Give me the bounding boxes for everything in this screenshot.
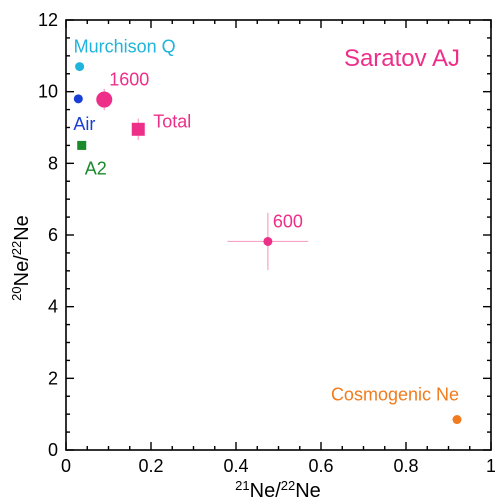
x-tick-label: 0 [61,456,71,476]
x-tick-label: 0.4 [223,456,248,476]
point-label-murchison-q: Murchison Q [74,37,176,57]
data-markers [73,62,462,425]
y-tick-label: 6 [48,225,58,245]
point-label-600: 600 [273,211,303,231]
point-label-air: Air [73,114,95,134]
y-tick-label: 12 [38,10,58,30]
y-label-sup2: 22 [9,241,24,255]
x-axis-ticks: 0 0.2 0.4 0.6 0.8 1 [61,20,495,476]
point-label-a2: A2 [85,158,107,178]
y-tick-label: 2 [48,368,58,388]
marker-total [131,122,145,136]
marker-a2 [77,140,87,150]
x-tick-label: 1 [486,456,495,476]
chart-title: Saratov AJ [344,45,460,72]
x-tick-label: 0.8 [393,456,418,476]
error-bars [99,88,309,271]
y-label-sup1: 20 [9,286,24,300]
y-tick-label: 10 [38,82,58,102]
y-tick-label: 4 [48,297,58,317]
x-label-sup1: 21 [235,478,249,493]
x-tick-label: 0.2 [138,456,163,476]
y-axis-label: 20Ne/22Ne [9,215,34,301]
marker-1600 [96,91,113,108]
marker-air [73,94,83,104]
point-label-total: Total [153,111,191,131]
marker-murchison-q [75,62,85,72]
marker-cosmogenic-ne [452,415,462,425]
y-tick-label: 8 [48,153,58,173]
x-axis-label: 21Ne/22Ne [235,478,321,501]
y-label-base1: Ne/ [11,255,33,287]
x-label-sup2: 22 [281,478,295,493]
x-label-base2: Ne [295,480,321,501]
x-tick-label: 0.6 [308,456,333,476]
y-label-base2: Ne [11,215,33,241]
y-tick-label: 0 [48,440,58,460]
point-labels: Murchison Q Air 1600 Total A2 600 Cosmogenic N… [73,37,459,405]
y-axis-ticks: 0 2 4 6 8 10 12 [38,10,491,460]
point-label-cosmogenic-ne: Cosmogenic Ne [331,385,459,405]
point-label-1600: 1600 [109,70,149,90]
marker-600 [263,236,273,246]
x-label-base1: Ne/ [250,480,282,501]
